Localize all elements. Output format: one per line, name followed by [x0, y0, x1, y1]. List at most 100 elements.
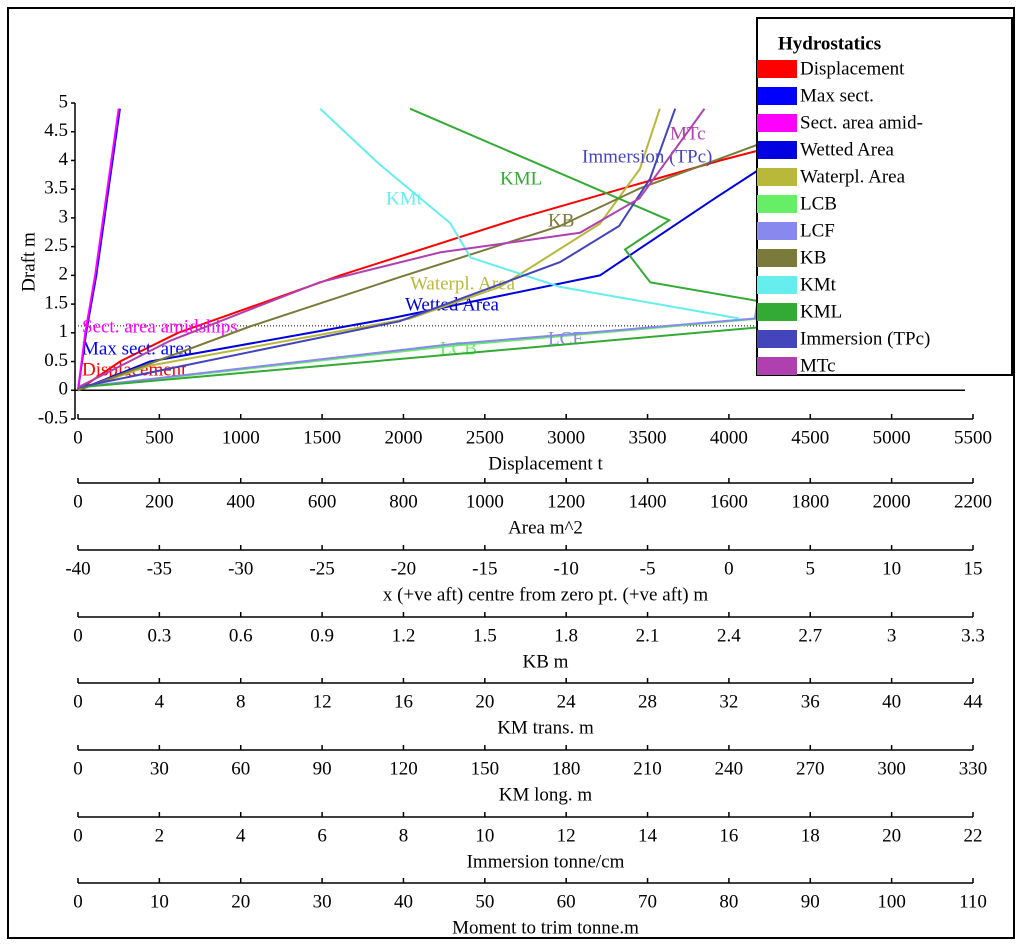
x-tick-label: 0 [73, 825, 83, 846]
x-tick-label: 10 [150, 891, 169, 912]
y-tick-label: 2 [59, 264, 69, 285]
legend-swatch [757, 141, 797, 159]
x-tick-label: 50 [475, 891, 494, 912]
x-tick-label: 100 [877, 891, 906, 912]
legend-swatch [757, 249, 797, 267]
series-annotation: Sect. area amidships [82, 316, 238, 337]
x-tick-label: 12 [557, 825, 576, 846]
x-tick-label: 210 [633, 758, 662, 779]
x-tick-label: 330 [959, 758, 988, 779]
legend-label: KB [800, 247, 826, 268]
y-tick-label: 1.5 [44, 292, 68, 313]
x-tick-label: 14 [638, 825, 658, 846]
series-annotation: KB [548, 210, 574, 231]
x-tick-label: 2000 [384, 427, 422, 448]
legend-swatch [757, 303, 797, 321]
x-tick-label: 12 [313, 691, 332, 712]
x-tick-label: -10 [554, 558, 579, 579]
x-tick-label: 200 [145, 491, 174, 512]
x-tick-label: 70 [638, 891, 657, 912]
x-tick-label: 1400 [629, 491, 667, 512]
legend-label: MTc [800, 355, 836, 376]
y-tick-label: 5 [59, 91, 69, 112]
series-line [77, 108, 677, 389]
x-tick-label: 4 [236, 825, 246, 846]
series-annotation: Immersion (TPc) [582, 146, 712, 167]
x-tick-label: 0.3 [147, 625, 171, 646]
legend-swatch [757, 276, 797, 294]
legend-label: Immersion (TPc) [800, 328, 930, 349]
series-annotation: KMt [386, 188, 423, 209]
series-annotation: LCB [440, 338, 477, 359]
x-tick-label: 20 [231, 891, 250, 912]
x-tick-label: 60 [231, 758, 250, 779]
frame [7, 7, 1015, 939]
x-tick-label: 400 [226, 491, 255, 512]
legend-label: LCB [800, 193, 837, 214]
legend-label: LCF [800, 220, 835, 241]
x-tick-label: 150 [471, 758, 500, 779]
legend-label: KML [800, 301, 842, 322]
y-tick-label: 2.5 [44, 235, 68, 256]
x-tick-label: 30 [313, 891, 332, 912]
series-line [77, 108, 706, 389]
x-tick-label: 16 [394, 691, 413, 712]
x-tick-label: -25 [309, 558, 334, 579]
x-tick-label: 500 [145, 427, 174, 448]
x-tick-label: 0 [73, 491, 83, 512]
x-tick-label: 3 [887, 625, 897, 646]
x-tick-label: 40 [394, 891, 413, 912]
x-tick-label: 44 [964, 691, 984, 712]
x-tick-label: 90 [313, 758, 332, 779]
x-axis-label: Displacement t [488, 453, 603, 474]
y-tick-label: -0.5 [38, 407, 68, 428]
x-tick-label: 3500 [629, 427, 667, 448]
x-tick-label: -20 [391, 558, 416, 579]
x-tick-label: 5 [806, 558, 816, 579]
x-tick-label: 600 [308, 491, 337, 512]
x-tick-label: 0 [73, 427, 83, 448]
x-tick-label: 1600 [710, 491, 748, 512]
x-tick-label: 0 [73, 691, 83, 712]
x-tick-label: 20 [475, 691, 494, 712]
x-axis-label: KB m [523, 651, 569, 672]
legend-label: Max sect. [800, 85, 874, 106]
y-tick-label: 1 [59, 321, 69, 342]
x-tick-label: -40 [65, 558, 90, 579]
legend-label: Displacement [800, 58, 905, 79]
y-tick-label: 0 [59, 379, 69, 400]
x-tick-label: 5500 [954, 427, 992, 448]
legend-label: Wetted Area [800, 139, 895, 160]
y-tick-label: 4.5 [44, 120, 68, 141]
x-tick-label: 36 [801, 691, 820, 712]
x-tick-label: 8 [236, 691, 246, 712]
x-tick-label: 24 [557, 691, 577, 712]
x-tick-label: 10 [475, 825, 494, 846]
x-tick-label: 3.3 [961, 625, 985, 646]
y-tick-label: 0.5 [44, 350, 68, 371]
series-annotation: MTc [670, 123, 706, 144]
y-tick-label: 3.5 [44, 178, 68, 199]
x-tick-label: 0 [73, 891, 83, 912]
series-line [77, 108, 120, 391]
x-tick-label: 1500 [303, 427, 341, 448]
x-axis-label: Moment to trim tonne.m [452, 917, 639, 938]
x-tick-label: 270 [796, 758, 825, 779]
x-tick-label: 1000 [222, 427, 260, 448]
x-tick-label: 1.8 [554, 625, 578, 646]
legend-swatch [757, 195, 797, 213]
x-axis-label: Immersion tonne/cm [467, 851, 625, 872]
legend-swatch [757, 87, 797, 105]
legend-label: Sect. area amid- [800, 112, 923, 133]
x-tick-label: 300 [877, 758, 906, 779]
x-tick-label: 32 [719, 691, 738, 712]
x-tick-label: 180 [552, 758, 581, 779]
x-tick-label: 1.5 [473, 625, 497, 646]
x-tick-label: 110 [959, 891, 987, 912]
x-tick-label: 80 [719, 891, 738, 912]
x-tick-label: 20 [882, 825, 901, 846]
x-tick-label: 22 [964, 825, 983, 846]
series-line [77, 108, 661, 392]
series-annotation: KML [500, 168, 542, 189]
